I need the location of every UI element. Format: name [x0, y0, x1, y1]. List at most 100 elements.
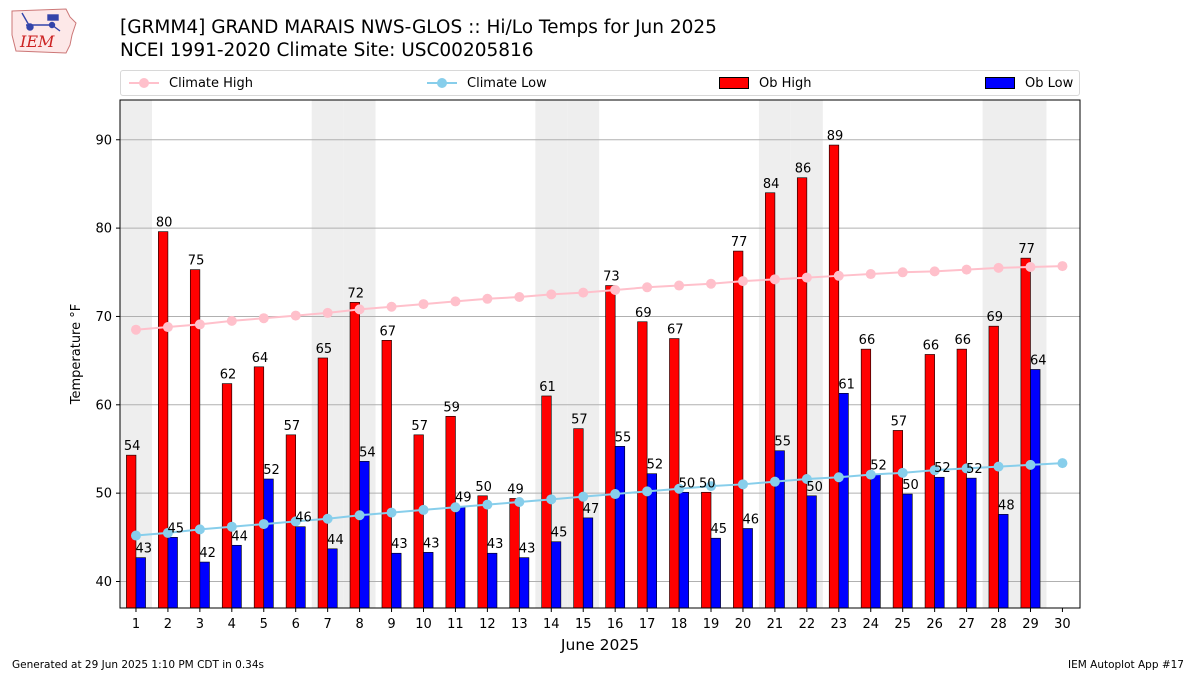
ob-low-label: 52	[934, 461, 951, 476]
ob-low-label: 43	[423, 536, 440, 551]
climate-low-point	[993, 461, 1004, 472]
ob-low-bar	[870, 474, 881, 609]
climate-high-point	[610, 284, 621, 295]
ob-high-label: 84	[763, 177, 780, 192]
y-axis-label: Temperature °F	[69, 304, 84, 405]
ob-high-bar	[733, 250, 744, 609]
y-tick-label: 80	[95, 222, 112, 237]
climate-low-point	[194, 524, 205, 535]
x-tick-label: 13	[511, 617, 528, 632]
ob-high-label: 57	[411, 419, 428, 434]
ob-low-bar	[359, 461, 370, 609]
climate-low-point	[929, 465, 940, 476]
x-tick-label: 4	[228, 617, 236, 632]
climate-high-point	[674, 280, 685, 291]
ob-low-label: 52	[647, 458, 664, 473]
iem-logo: IEM	[8, 5, 80, 59]
ob-high-label: 69	[635, 306, 652, 321]
ob-high-label: 57	[284, 419, 301, 434]
y-tick-label: 90	[95, 133, 112, 148]
x-tick-label: 24	[862, 617, 879, 632]
x-tick-label: 18	[671, 617, 688, 632]
ob-low-label: 43	[391, 537, 408, 552]
app-label: IEM Autoplot App #17	[1068, 659, 1184, 671]
climate-high-point	[482, 293, 493, 304]
ob-low-bar	[550, 541, 562, 609]
ob-low-bar	[391, 552, 402, 609]
ob-high-bar	[573, 428, 584, 609]
ob-low-bar	[774, 450, 785, 609]
climate-high-point	[1025, 261, 1036, 272]
ob-high-label: 50	[699, 476, 716, 491]
climate-low-point	[961, 463, 972, 474]
ob-low-label: 45	[711, 522, 728, 537]
x-tick-label: 19	[703, 617, 720, 632]
x-tick-label: 11	[447, 617, 464, 632]
climate-low-point	[322, 513, 333, 524]
ob-low-label: 52	[966, 462, 983, 477]
climate-low-point	[1025, 459, 1036, 470]
ob-low-label: 50	[806, 480, 823, 495]
ob-high-label: 89	[827, 129, 844, 144]
ob-high-label: 64	[252, 351, 269, 366]
ob-low-label: 42	[199, 546, 216, 561]
ob-high-bar	[796, 177, 808, 609]
climate-high-point	[706, 278, 717, 289]
climate-high-point	[578, 287, 589, 298]
climate-high-point	[130, 324, 141, 335]
ob-high-label: 50	[475, 480, 492, 495]
climate-low-point	[354, 510, 365, 521]
legend-climate-high-label: Climate High	[169, 75, 254, 91]
ob-low-label: 49	[455, 490, 472, 505]
y-tick-label: 40	[95, 575, 112, 590]
ob-high-bar	[158, 231, 169, 609]
ob-high-label: 65	[316, 342, 333, 357]
chart-title: [GRMM4] GRAND MARAIS NWS-GLOS :: Hi/Lo T…	[120, 17, 717, 38]
ob-low-label: 43	[487, 537, 504, 552]
climate-low-point	[578, 491, 589, 502]
ob-high-bar	[317, 357, 328, 609]
climate-high-point	[865, 269, 876, 280]
climate-high-point	[961, 264, 972, 275]
climate-high-point	[386, 301, 397, 312]
climate-low-point	[418, 504, 429, 515]
x-tick-label: 3	[196, 617, 204, 632]
plot-frame	[119, 99, 1081, 609]
ob-low-label: 44	[231, 529, 248, 544]
climate-high-point	[514, 292, 525, 303]
ob-high-bar	[413, 434, 424, 609]
ob-high-label: 54	[124, 439, 141, 454]
climate-high-point	[642, 282, 653, 293]
climate-high-point	[322, 307, 333, 318]
climate-high-point	[258, 313, 269, 324]
x-tick-label: 22	[799, 617, 816, 632]
ob-high-bar	[956, 348, 967, 609]
climate-high-point	[354, 304, 365, 315]
climate-low-point	[162, 527, 173, 538]
legend-climate-low-label: Climate Low	[467, 75, 547, 91]
ob-high-bar	[221, 383, 233, 609]
x-tick-label: 9	[387, 617, 395, 632]
ob-low-bar	[742, 528, 753, 609]
x-tick-label: 28	[990, 617, 1007, 632]
legend-ob-high: Ob High	[719, 71, 812, 95]
ob-high-label: 59	[443, 400, 460, 415]
x-tick-label: 2	[164, 617, 172, 632]
climate-low-point	[833, 472, 844, 483]
ob-high-label: 67	[667, 323, 684, 338]
ob-low-bar	[998, 514, 1009, 609]
ob-high-label: 67	[379, 324, 396, 339]
climate-high-point	[450, 296, 461, 307]
ob-low-bar	[1030, 369, 1041, 609]
ob-low-label: 43	[135, 542, 152, 557]
ob-high-label: 62	[220, 368, 237, 383]
ob-low-bar	[295, 526, 306, 609]
climate-low-point	[769, 476, 780, 487]
ob-high-label: 66	[859, 333, 876, 348]
ob-high-label: 57	[891, 414, 908, 429]
ob-low-label: 44	[327, 533, 344, 548]
climate-high-line	[135, 265, 1063, 331]
ob-high-label: 73	[603, 270, 620, 285]
climate-high-point	[162, 322, 173, 333]
ob-low-bar	[806, 495, 817, 609]
